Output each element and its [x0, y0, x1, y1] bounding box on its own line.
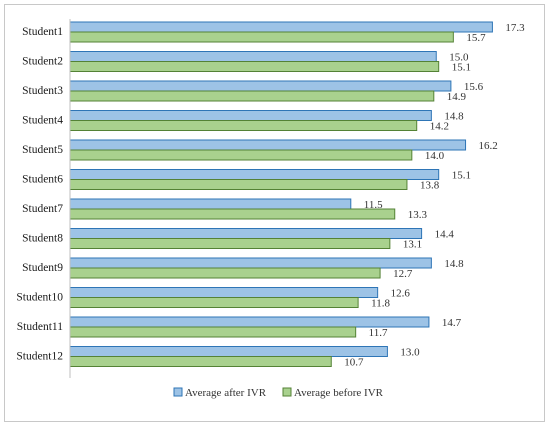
bar-after-ivr [69, 257, 432, 269]
value-label-before: 15.7 [466, 32, 486, 44]
category-label: Student7 [22, 203, 63, 215]
value-label-before: 15.1 [452, 62, 471, 74]
value-label-after: 13.0 [400, 347, 420, 359]
bar-after-ivr [69, 139, 467, 151]
legend-swatch-after [173, 387, 183, 397]
category-label: Student3 [22, 85, 63, 97]
value-labels: 17.315.715.015.115.614.914.814.216.214.0… [344, 22, 525, 369]
value-label-after: 11.5 [364, 199, 383, 211]
bar-before-ivr [69, 31, 454, 43]
value-label-before: 12.7 [393, 268, 413, 280]
bar-after-ivr [69, 228, 423, 239]
bar-before-ivr [69, 120, 418, 131]
value-label-before: 11.7 [369, 327, 388, 339]
value-label-before: 13.3 [408, 209, 428, 221]
bar-after-ivr [69, 110, 432, 121]
value-label-after: 14.7 [442, 317, 462, 329]
value-label-before: 14.9 [447, 91, 467, 103]
bar-before-ivr [69, 149, 413, 161]
bar-before-ivr [69, 356, 332, 367]
bar-before-ivr [69, 326, 357, 338]
bar-before-ivr [69, 90, 435, 102]
bars-group [69, 21, 493, 367]
value-label-before: 11.8 [371, 298, 390, 310]
value-label-before: 14.0 [425, 150, 445, 162]
category-labels: Student1 Student2 Student3 Student4 Student5… [16, 26, 63, 363]
value-label-before: 13.1 [403, 239, 422, 251]
bar-after-ivr [69, 346, 388, 357]
bar-after-ivr [69, 287, 379, 298]
value-label-after: 16.2 [479, 140, 498, 152]
bar-before-ivr [69, 61, 440, 72]
legend: Average after IVR Average before IVR [173, 387, 384, 399]
bar-before-ivr [69, 297, 359, 308]
bar-after-ivr [69, 316, 430, 328]
category-label: Student11 [17, 321, 63, 333]
bar-before-ivr [69, 267, 381, 279]
legend-label-after: Average after IVR [185, 387, 267, 399]
value-label-after: 15.0 [449, 52, 469, 64]
value-label-before: 14.2 [430, 121, 449, 133]
category-label: Student8 [22, 233, 63, 245]
legend-label-before: Average before IVR [294, 387, 384, 399]
value-label-after: 15.6 [464, 81, 484, 93]
category-label: Student10 [16, 292, 63, 304]
bar-after-ivr [69, 198, 352, 210]
category-label: Student6 [22, 174, 63, 186]
category-label: Student9 [22, 262, 63, 274]
value-label-after: 17.3 [505, 22, 525, 34]
category-label: Student12 [16, 351, 63, 363]
category-label: Student5 [22, 144, 63, 156]
bar-after-ivr [69, 80, 452, 92]
value-label-after: 14.8 [444, 258, 464, 270]
value-label-after: 14.4 [435, 229, 455, 241]
value-label-before: 13.8 [420, 180, 440, 192]
bar-after-ivr [69, 21, 493, 33]
value-label-after: 14.8 [444, 111, 464, 123]
bar-before-ivr [69, 238, 391, 249]
category-label: Student1 [22, 26, 63, 38]
value-label-before: 10.7 [344, 357, 364, 369]
category-label: Student4 [22, 115, 63, 127]
value-label-after: 15.1 [452, 170, 471, 182]
legend-swatch-before [282, 387, 292, 397]
bar-before-ivr [69, 179, 408, 190]
bar-before-ivr [69, 208, 396, 220]
category-label: Student2 [22, 56, 63, 68]
value-label-after: 12.6 [391, 288, 411, 300]
bar-after-ivr [69, 169, 440, 180]
bar-after-ivr [69, 51, 437, 62]
